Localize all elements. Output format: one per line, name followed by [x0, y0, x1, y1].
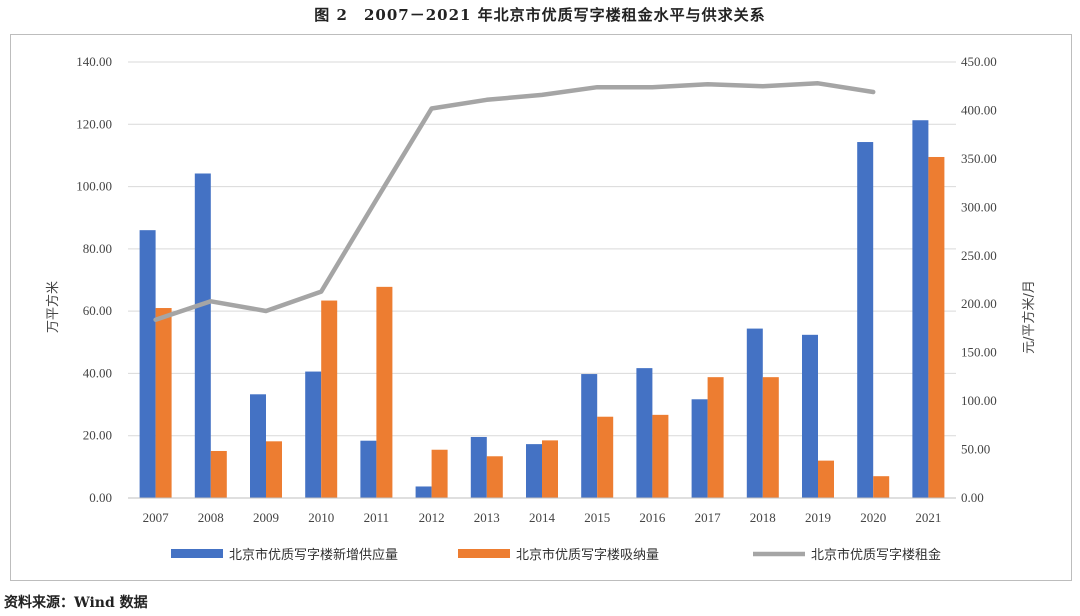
bar-supply — [305, 371, 322, 498]
x-tick-label: 2015 — [584, 510, 610, 525]
bar-supply — [636, 368, 653, 498]
x-tick-label: 2012 — [419, 510, 445, 525]
y2-tick-label: 200.00 — [961, 296, 997, 311]
bar-supply — [194, 173, 211, 498]
y2-tick-label: 150.00 — [961, 345, 997, 360]
bar-absorption — [155, 308, 172, 498]
bar-supply — [746, 328, 763, 498]
y2-tick-label: 250.00 — [961, 248, 997, 263]
legend: 北京市优质写字楼新增供应量 北京市优质写字楼吸纳量 北京市优质写字楼租金 — [171, 547, 941, 563]
bar-absorption — [266, 441, 282, 498]
x-tick-label: 2020 — [860, 510, 886, 525]
x-tick-label: 2009 — [253, 510, 279, 525]
y-tick-label: 140.00 — [76, 54, 112, 69]
legend-label: 北京市优质写字楼租金 — [811, 547, 941, 563]
x-tick-label: 2013 — [474, 510, 500, 525]
source-note: 资料来源：Wind 数据 — [4, 595, 148, 611]
bar-absorption — [321, 300, 338, 498]
y2-tick-label: 450.00 — [961, 54, 997, 69]
axes: 万平方米 元/平方米/月 0.00 20.00 40.00 60.00 80.00 100… — [45, 54, 1037, 525]
x-tick-label: 2019 — [805, 510, 831, 525]
bar-absorption — [762, 377, 779, 498]
legend-label: 北京市优质写字楼新增供应量 — [229, 547, 398, 563]
bar-supply — [360, 440, 377, 498]
y-axis-title: 万平方米 — [45, 281, 61, 333]
bar-absorption — [597, 416, 614, 498]
x-tick-label: 2021 — [915, 510, 941, 525]
bar-supply — [912, 120, 929, 498]
y2-tick-label: 300.00 — [961, 199, 997, 214]
x-tick-label: 2016 — [639, 510, 666, 525]
y2-tick-label: 350.00 — [961, 151, 997, 166]
y-tick-label: 80.00 — [83, 241, 112, 256]
y2-tick-label: 50.00 — [961, 442, 990, 457]
bar-absorption — [376, 286, 393, 498]
legend-swatch — [458, 549, 510, 558]
y-tick-label: 20.00 — [83, 428, 112, 443]
y-tick-label: 0.00 — [89, 490, 112, 505]
bar-absorption — [707, 377, 724, 498]
x-tick-label: 2018 — [750, 510, 776, 525]
y-tick-label: 120.00 — [76, 116, 112, 131]
bar-absorption — [210, 450, 227, 498]
bar-supply — [139, 230, 156, 498]
bar-absorption — [431, 449, 448, 498]
y-tick-label: 60.00 — [83, 303, 112, 318]
bar-absorption — [818, 460, 834, 498]
bar-supply — [857, 142, 874, 498]
bar-supply — [415, 486, 432, 498]
gridlines — [128, 61, 956, 437]
bar-supply — [691, 399, 708, 498]
y2-tick-label: 0.00 — [961, 490, 984, 505]
chart-frame: 万平方米 元/平方米/月 0.00 20.00 40.00 60.00 80.00 100… — [10, 34, 1072, 581]
legend-swatch — [171, 549, 223, 558]
rent-line — [153, 81, 876, 322]
y-tick-label: 100.00 — [76, 179, 112, 194]
bar-absorption — [873, 476, 890, 498]
figure-title: 图 2 2007－2021 年北京市优质写字楼租金水平与供求关系 — [314, 6, 766, 24]
legend-label: 北京市优质写字楼吸纳量 — [516, 547, 659, 563]
y2-tick-label: 400.00 — [961, 102, 997, 117]
bar-supply — [581, 374, 598, 498]
x-tick-label: 2011 — [364, 510, 390, 525]
bar-supply — [802, 334, 818, 498]
line-series — [153, 81, 876, 322]
y2-tick-label: 100.00 — [961, 393, 997, 408]
bar-absorption — [486, 456, 503, 498]
y2-axis-title: 元/平方米/月 — [1021, 280, 1037, 354]
bar-supply — [526, 444, 542, 498]
x-tick-label: 2007 — [143, 510, 170, 525]
bar-series — [139, 120, 945, 498]
bar-absorption — [928, 156, 945, 498]
x-tick-label: 2008 — [198, 510, 224, 525]
x-tick-label: 2014 — [529, 510, 556, 525]
x-tick-label: 2017 — [695, 510, 722, 525]
bar-supply — [250, 394, 266, 498]
bar-absorption — [652, 414, 669, 498]
bar-absorption — [542, 440, 558, 498]
bar-supply — [470, 436, 487, 498]
combo-chart: 万平方米 元/平方米/月 0.00 20.00 40.00 60.00 80.00 100… — [45, 54, 1037, 563]
y-tick-label: 40.00 — [83, 365, 112, 380]
x-tick-label: 2010 — [308, 510, 334, 525]
